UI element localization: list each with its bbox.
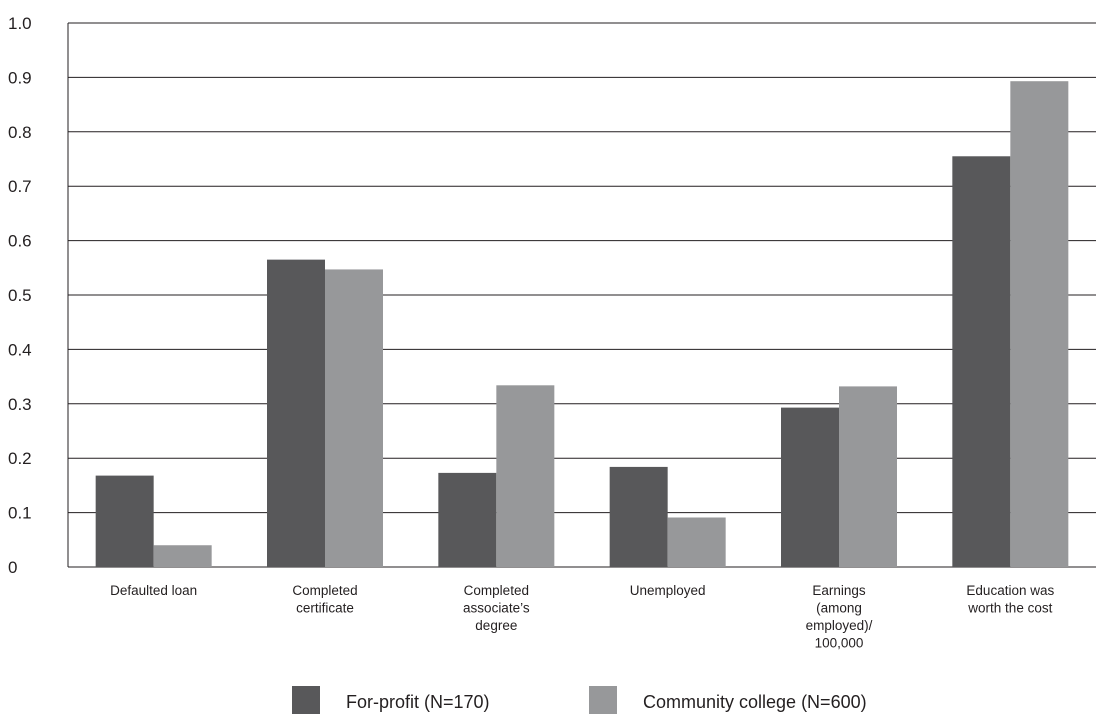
legend-swatch	[292, 686, 320, 714]
legend-swatch	[589, 686, 617, 714]
x-tick-label: Completed	[464, 583, 529, 598]
y-tick-label: 0.4	[8, 340, 32, 359]
y-tick-label: 0.5	[8, 286, 32, 305]
bar-community-college	[153, 545, 212, 567]
x-axis: Defaulted loan Completed certificate Comple…	[110, 583, 1054, 651]
x-tick-label: Completed	[292, 583, 357, 598]
x-tick-label: Defaulted loan	[110, 583, 197, 598]
gridlines	[68, 22, 1096, 568]
legend-label: For-profit (N=170)	[346, 692, 490, 712]
bar-for-profit	[95, 475, 154, 567]
x-tick-label: associate’s	[463, 601, 530, 616]
y-tick-label: 0.9	[8, 68, 32, 87]
y-tick-label: 0.6	[8, 232, 32, 251]
bar-community-college	[496, 385, 555, 567]
y-tick-label: 1.0	[8, 14, 32, 33]
x-tick-label: Earnings	[812, 583, 866, 598]
y-tick-label: 0	[8, 558, 17, 577]
y-tick-label: 0.7	[8, 177, 32, 196]
x-tick-label: employed)/	[806, 618, 873, 633]
y-tick-label: 0.3	[8, 395, 32, 414]
x-tick-label: certificate	[296, 601, 354, 616]
bars	[95, 81, 1069, 567]
bar-community-college	[667, 517, 726, 567]
legend-label: Community college (N=600)	[643, 692, 867, 712]
x-tick-label: 100,000	[815, 636, 864, 651]
y-tick-label: 0.8	[8, 123, 32, 142]
y-tick-label: 0.1	[8, 504, 32, 523]
bar-for-profit	[781, 407, 839, 567]
x-tick-label: Education was	[966, 583, 1054, 598]
bar-community-college	[1010, 81, 1069, 567]
bar-for-profit	[952, 156, 1011, 567]
bar-community-college	[839, 386, 897, 567]
y-tick-label: 0.2	[8, 449, 32, 468]
bar-for-profit	[267, 259, 325, 567]
y-axis: 0 0.1 0.2 0.3 0.4 0.5 0.6 0.7 0.8 0.9 1.0	[8, 14, 69, 577]
bar-for-profit	[609, 466, 668, 567]
legend: For-profit (N=170) Community college (N=6…	[292, 686, 867, 714]
bar-for-profit	[438, 472, 497, 567]
x-tick-label: (among	[816, 601, 862, 616]
x-tick-label: worth the cost	[967, 601, 1052, 616]
x-tick-label: Unemployed	[630, 583, 706, 598]
bar-community-college	[325, 269, 383, 567]
x-tick-label: degree	[475, 618, 517, 633]
